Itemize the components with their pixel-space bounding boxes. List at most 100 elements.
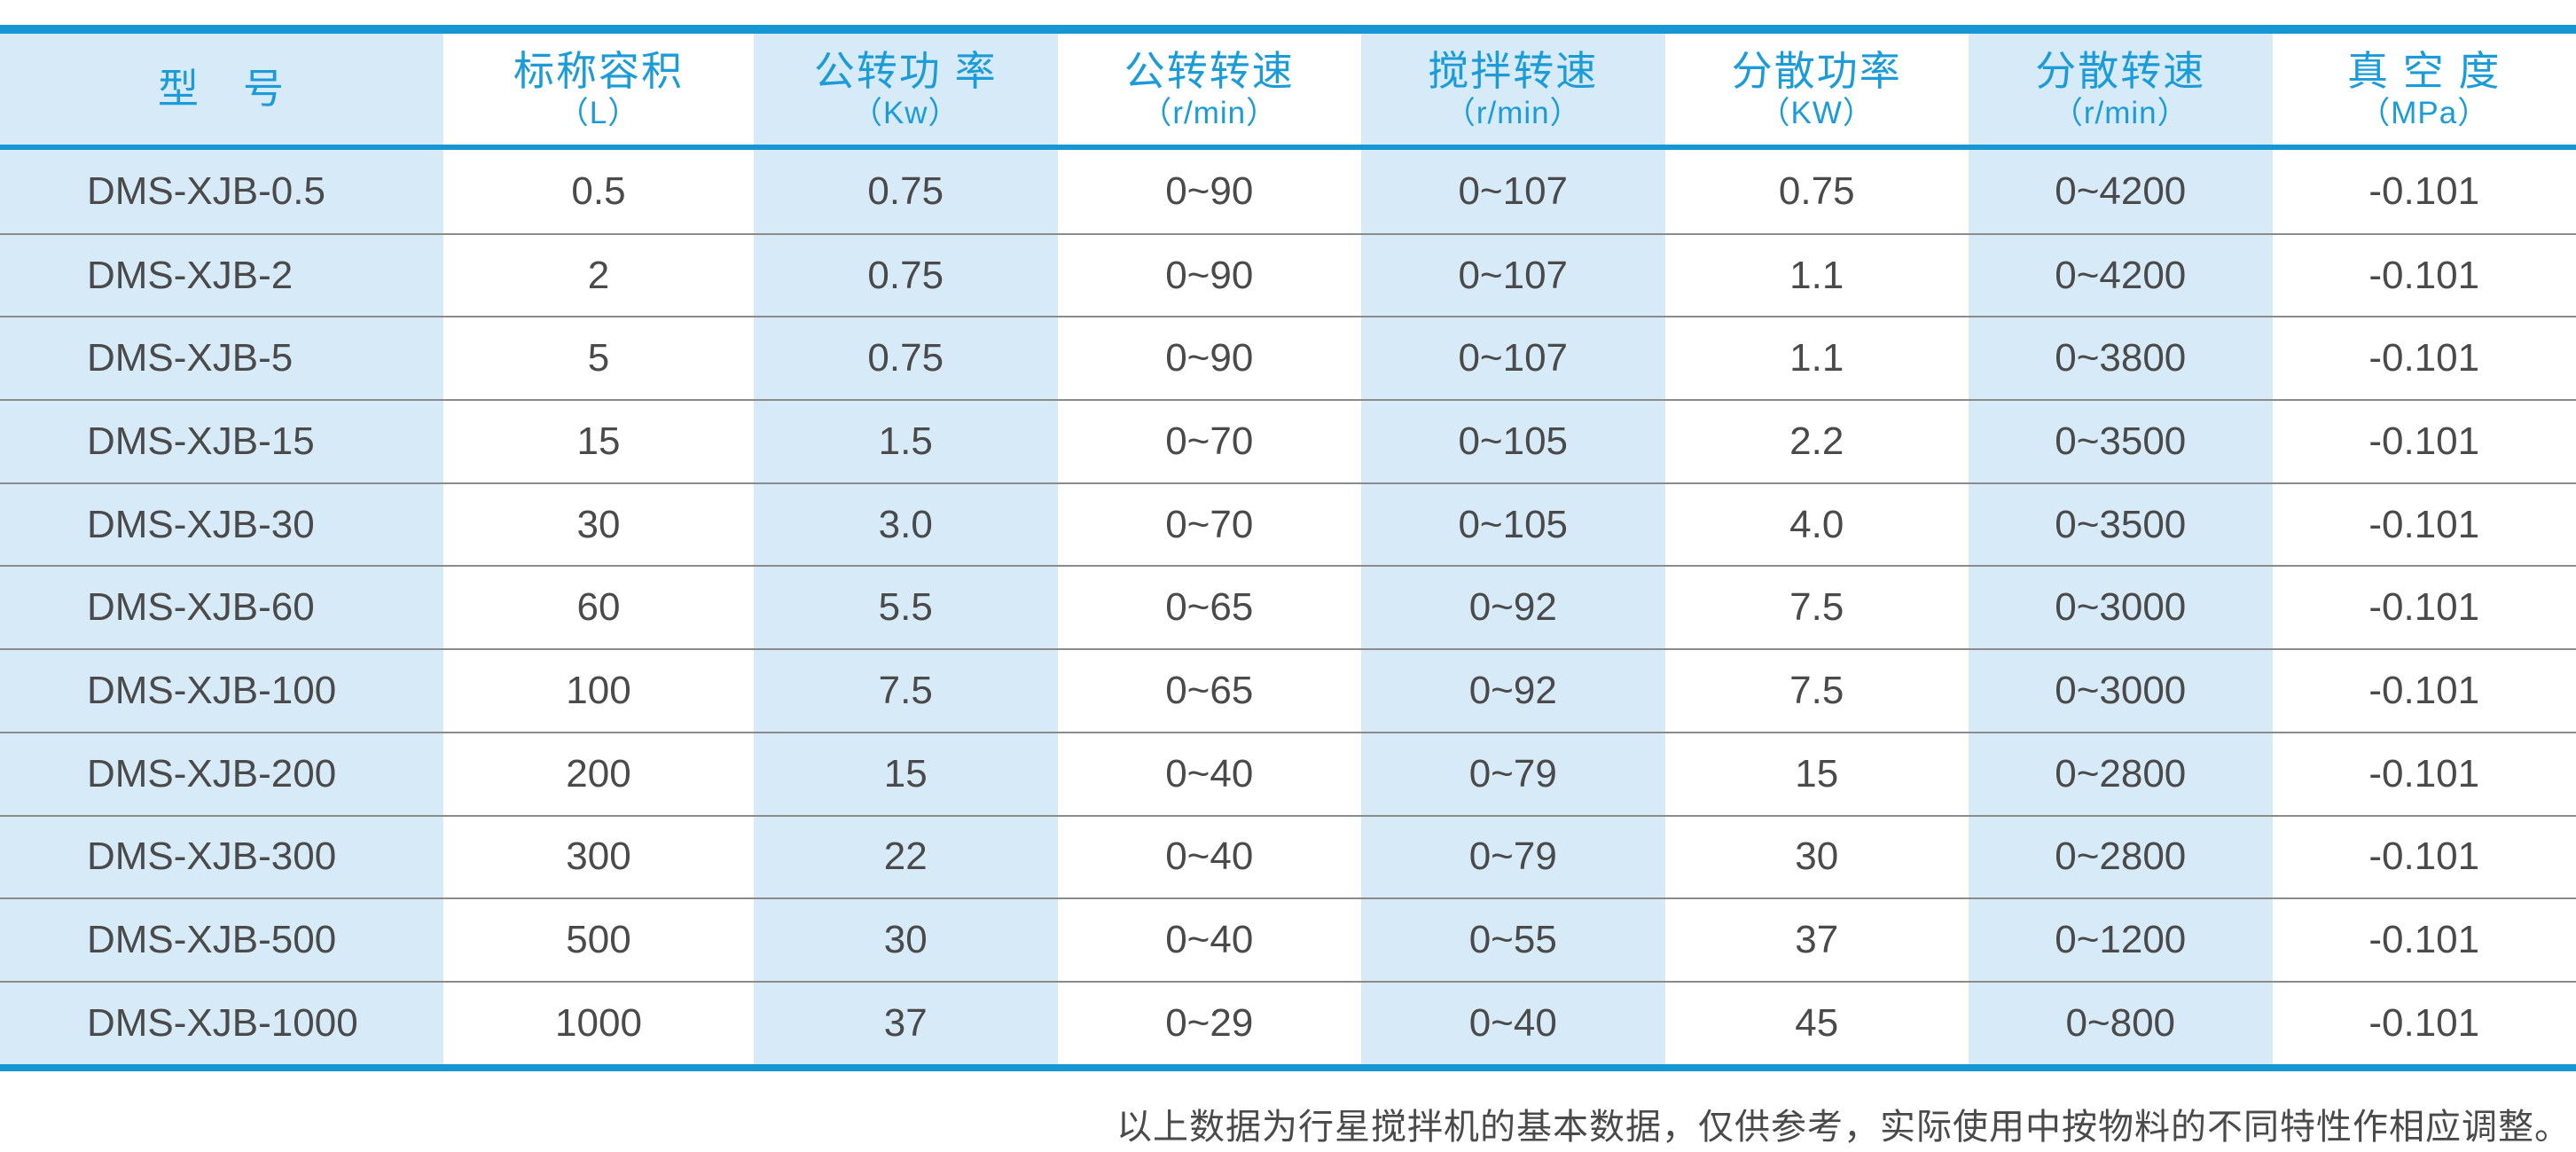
value-cell: 30 [443,483,754,566]
header-cell-revolution-speed: 公转转速 （r/min） [1057,34,1361,145]
header-cell-revolution-power: 公转功 率 （Kw） [754,34,1058,145]
value-cell: -0.101 [2272,150,2576,233]
header-cell-dispersion-power: 分散功率 （KW） [1664,34,1969,145]
header-title: 公转功 率 [813,47,998,94]
value-cell: 0~65 [1057,650,1361,732]
header-title: 分散转速 [2035,47,2206,94]
value-cell: -0.101 [2272,733,2576,815]
header-unit: （L） [557,95,640,130]
value-cell: -0.101 [2272,816,2576,898]
value-cell: 7.5 [1664,650,1969,732]
footnote-text: 以上数据为行星搅拌机的基本数据，仅供参考，实际使用中按物料的不同特性作相应调整。 [1116,1107,2571,1148]
value-cell: 5.5 [754,567,1058,649]
table-row: DMS-XJB-300 300 22 0~40 0~79 30 0~2800 -0.101 [0,814,2576,898]
table-row: DMS-XJB-200 200 15 0~40 0~79 15 0~2800 -0.101 [0,731,2576,815]
value-cell: 0~55 [1361,899,1665,981]
value-cell: 0~3000 [1969,567,2273,649]
table-row: DMS-XJB-2 2 0.75 0~90 0~107 1.1 0~4200 -0.101 [0,232,2576,317]
value-cell: 15 [754,733,1058,815]
value-cell: 0~70 [1057,483,1361,566]
header-title: 公转转速 [1124,47,1295,94]
value-cell: -0.101 [2272,899,2576,981]
value-cell: 0~65 [1057,567,1361,649]
value-cell: 0.75 [1664,150,1969,233]
value-cell: 0~1200 [1969,899,2273,981]
value-cell: 30 [1664,816,1969,898]
value-cell: 15 [443,401,754,482]
model-cell: DMS-XJB-2 [0,234,443,317]
table-top-border [0,25,2576,34]
header-title: 搅拌转速 [1428,47,1599,94]
value-cell: 45 [1664,982,1969,1064]
value-cell: 37 [754,982,1058,1064]
value-cell: 0~2800 [1969,733,2273,815]
table-row: DMS-XJB-500 500 30 0~40 0~55 37 0~1200 -0.101 [0,897,2576,981]
header-unit: （r/min） [2051,95,2189,130]
table-row: DMS-XJB-30 30 3.0 0~70 0~105 4.0 0~3500 -0.101 [0,482,2576,566]
value-cell: 37 [1664,899,1969,981]
value-cell: 22 [754,816,1058,898]
value-cell: 200 [443,733,754,815]
header-unit: （r/min） [1140,95,1279,130]
value-cell: 0~107 [1361,234,1665,317]
value-cell: 1.1 [1664,234,1969,317]
value-cell: 0~2800 [1969,816,2273,898]
header-title: 真 空 度 [2346,47,2502,94]
value-cell: 0~105 [1361,401,1665,482]
model-cell: DMS-XJB-300 [0,816,443,898]
model-cell: DMS-XJB-15 [0,401,443,482]
value-cell: 60 [443,567,754,649]
table-header-row: 型 号 标称容积 （L） 公转功 率 （Kw） 公转转速 （r/min） 搅拌转… [0,34,2576,150]
value-cell: 0~3000 [1969,650,2273,732]
model-cell: DMS-XJB-30 [0,483,443,566]
header-cell-dispersion-speed: 分散转速 （r/min） [1969,34,2273,145]
value-cell: -0.101 [2272,650,2576,732]
value-cell: -0.101 [2272,317,2576,400]
value-cell: 30 [754,899,1058,981]
value-cell: -0.101 [2272,401,2576,482]
header-cell-vacuum-degree: 真 空 度 （MPa） [2272,34,2576,145]
header-title: 型 号 [158,66,286,113]
value-cell: 0~3800 [1969,317,2273,400]
value-cell: 0~70 [1057,401,1361,482]
value-cell: 0~3500 [1969,483,2273,566]
model-cell: DMS-XJB-5 [0,317,443,400]
table-row: DMS-XJB-0.5 0.5 0.75 0~90 0~107 0.75 0~4200 -0.… [0,150,2576,233]
value-cell: 15 [1664,733,1969,815]
value-cell: -0.101 [2272,483,2576,566]
model-cell: DMS-XJB-200 [0,733,443,815]
value-cell: 3.0 [754,483,1058,566]
header-title: 标称容积 [513,47,684,94]
value-cell: 1000 [443,982,754,1064]
value-cell: 0.75 [754,317,1058,400]
value-cell: 0.5 [443,150,754,233]
table-bottom-border [0,1063,2576,1071]
header-unit: （Kw） [850,95,960,130]
value-cell: 0.75 [754,150,1058,233]
model-cell: DMS-XJB-1000 [0,982,443,1064]
table-body: DMS-XJB-0.5 0.5 0.75 0~90 0~107 0.75 0~4200 -0.… [0,150,2576,1064]
value-cell: 0~79 [1361,733,1665,815]
value-cell: 2 [443,234,754,317]
value-cell: 1.1 [1664,317,1969,400]
value-cell: 0~29 [1057,982,1361,1064]
value-cell: 0~40 [1057,816,1361,898]
header-unit: （r/min） [1444,95,1582,130]
value-cell: 0~90 [1057,234,1361,317]
model-cell: DMS-XJB-0.5 [0,150,443,233]
model-cell: DMS-XJB-500 [0,899,443,981]
table-row: DMS-XJB-60 60 5.5 0~65 0~92 7.5 0~3000 -0.101 [0,565,2576,649]
value-cell: 0~90 [1057,150,1361,233]
value-cell: -0.101 [2272,567,2576,649]
value-cell: -0.101 [2272,982,2576,1064]
value-cell: 0~3500 [1969,401,2273,482]
header-cell-nominal-volume: 标称容积 （L） [443,34,754,145]
value-cell: 0.75 [754,234,1058,317]
model-cell: DMS-XJB-100 [0,650,443,732]
value-cell: 0~107 [1361,317,1665,400]
table-row: DMS-XJB-5 5 0.75 0~90 0~107 1.1 0~3800 -0.101 [0,316,2576,400]
value-cell: 0~40 [1361,982,1665,1064]
value-cell: 4.0 [1664,483,1969,566]
value-cell: 7.5 [1664,567,1969,649]
value-cell: 500 [443,899,754,981]
